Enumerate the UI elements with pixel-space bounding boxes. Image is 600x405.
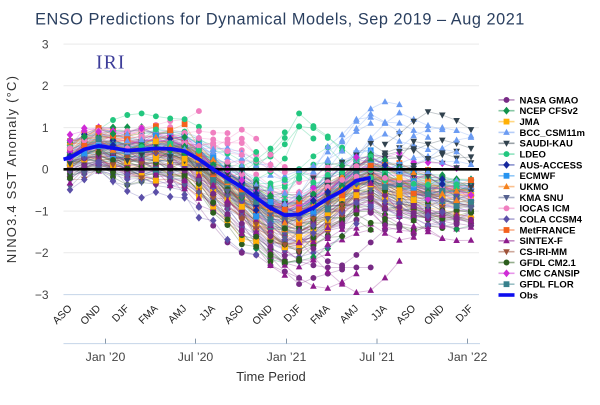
svg-text:AUS-ACCESS: AUS-ACCESS [520,160,583,171]
svg-text:UKMO: UKMO [520,182,549,193]
svg-text:BCC_CSM11m: BCC_CSM11m [520,128,585,139]
svg-text:Jul ’20: Jul ’20 [178,350,214,364]
svg-text:ENSO Predictions for Dynamical: ENSO Predictions for Dynamical Models, S… [35,11,525,29]
svg-text:−2: −2 [35,246,49,260]
svg-text:CS-IRI-MM: CS-IRI-MM [520,247,568,258]
svg-text:ECMWF: ECMWF [520,171,556,182]
svg-text:−3: −3 [35,288,49,302]
svg-text:IOCAS ICM: IOCAS ICM [520,204,570,215]
svg-text:Jan ’22: Jan ’22 [448,350,488,364]
svg-text:Jan ’20: Jan ’20 [86,350,126,364]
svg-text:1: 1 [42,121,49,135]
svg-text:IRI: IRI [96,53,126,74]
svg-text:MetFRANCE: MetFRANCE [520,225,576,236]
svg-text:SAUDI-KAU: SAUDI-KAU [520,139,573,150]
svg-text:Time Period: Time Period [236,369,306,384]
svg-text:Jan ’21: Jan ’21 [267,350,307,364]
svg-text:GFDL CM2.1: GFDL CM2.1 [520,258,577,269]
svg-text:LDEO: LDEO [520,150,546,161]
svg-text:NCEP CFSv2: NCEP CFSv2 [520,106,578,117]
svg-text:−1: −1 [35,204,49,218]
svg-text:NASA GMAO: NASA GMAO [520,95,579,106]
svg-text:SINTEX-F: SINTEX-F [520,236,563,247]
svg-text:KMA SNU: KMA SNU [520,193,564,204]
svg-text:Obs: Obs [520,290,538,301]
svg-text:3: 3 [42,37,49,51]
svg-text:COLA CCSM4: COLA CCSM4 [520,215,583,226]
svg-text:2: 2 [42,79,49,93]
svg-text:CMC CANSIP: CMC CANSIP [520,269,581,280]
svg-text:GFDL FLOR: GFDL FLOR [520,280,574,291]
svg-text:NINO3.4 SST Anomaly (°C): NINO3.4 SST Anomaly (°C) [4,75,19,263]
svg-text:JMA: JMA [520,117,540,128]
svg-text:Jul ’21: Jul ’21 [359,350,395,364]
svg-text:0: 0 [42,163,49,177]
